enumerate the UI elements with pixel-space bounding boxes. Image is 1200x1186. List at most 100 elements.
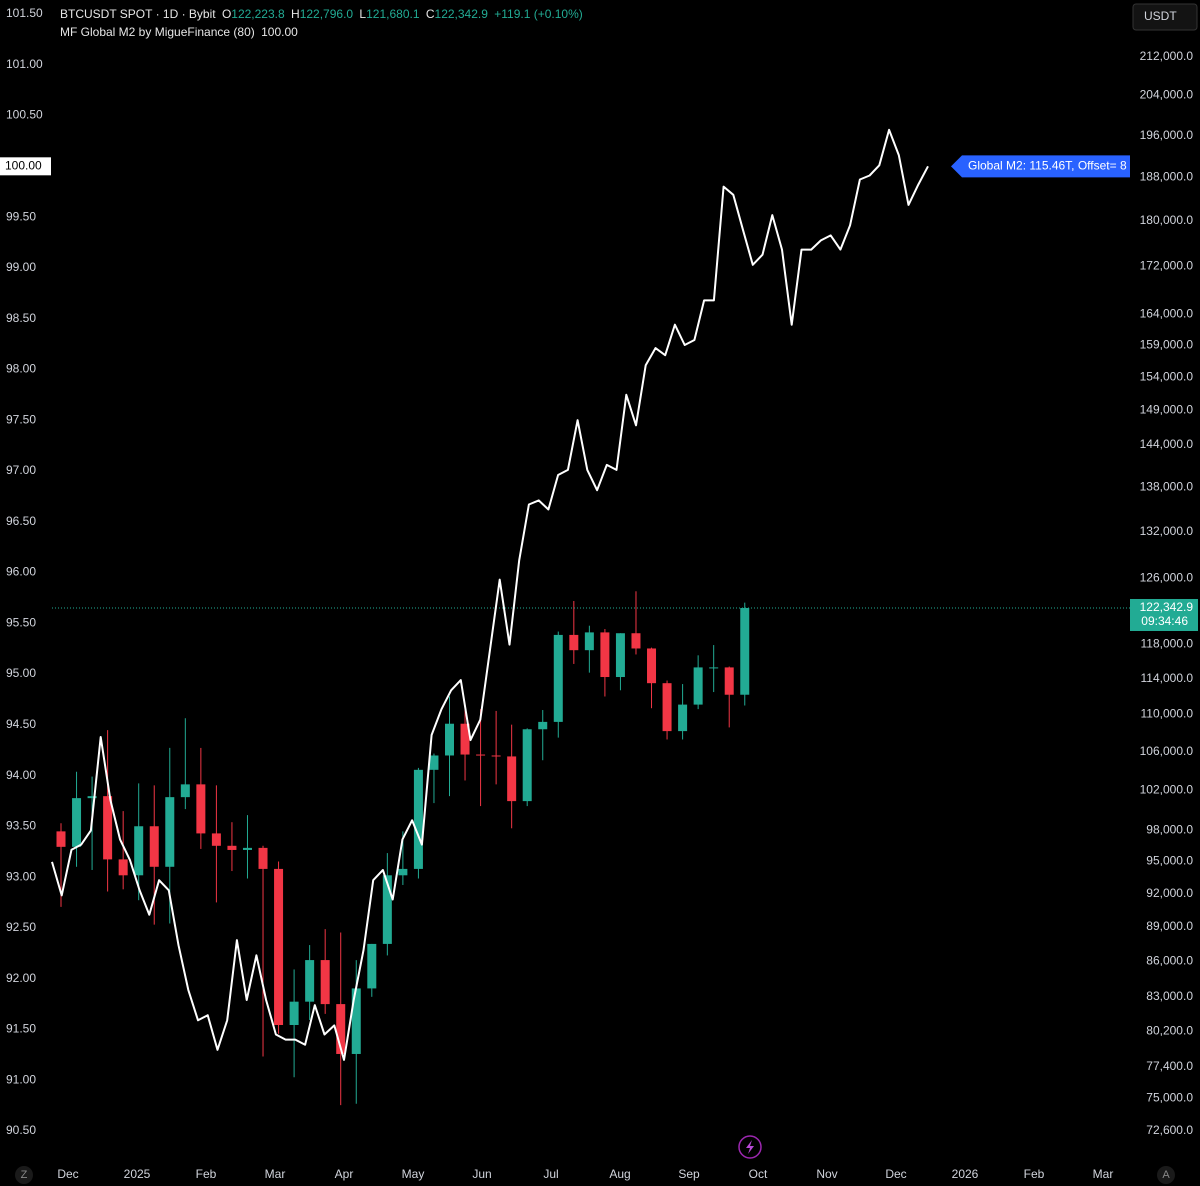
y2-tick-label: 188,000.0 [1140, 170, 1194, 184]
y2-tick-label: 80,200.0 [1146, 1023, 1193, 1037]
y2-tick-label: 72,600.0 [1146, 1123, 1193, 1137]
candle-body [351, 988, 361, 1054]
high: 122,796.0 [299, 7, 354, 21]
y-tick-label: 94.00 [6, 768, 36, 782]
candle-body [460, 723, 470, 755]
y-tick-label: 101.00 [6, 57, 43, 71]
x-tick-label: Nov [816, 1167, 837, 1181]
callout-box [951, 155, 1130, 178]
auto-button[interactable] [1157, 1166, 1175, 1184]
x-tick-label: Jun [472, 1167, 491, 1181]
candle-body [336, 1004, 346, 1054]
candle-body [165, 797, 175, 867]
y-tick-label: 101.50 [6, 6, 43, 20]
flash-icon[interactable] [738, 1135, 762, 1159]
candle-body [289, 1001, 299, 1025]
y2-tick-label: 114,000.0 [1141, 671, 1194, 685]
x-tick-label: 2025 [124, 1167, 151, 1181]
zoom-label[interactable]: Z [21, 1169, 28, 1181]
y2-tick-label: 196,000.0 [1140, 128, 1194, 142]
candle-body [258, 847, 268, 869]
change: +119.1 (+0.10%) [494, 7, 583, 21]
candle-body [429, 755, 439, 770]
candle-body [724, 667, 734, 695]
last-price-box [1130, 598, 1198, 631]
y2-tick-label: 118,000.0 [1141, 636, 1194, 650]
y-tick-label: 92.50 [6, 920, 36, 934]
candle-body [538, 721, 548, 730]
candle-body [569, 634, 579, 651]
y2-tick-label: 92,000.0 [1146, 886, 1193, 900]
y2-tick-label: 159,000.0 [1140, 338, 1194, 352]
y-tick-label: 99.50 [6, 209, 36, 223]
candle-body [149, 826, 159, 867]
candle-body [413, 769, 423, 869]
y2-tick-label: 106,000.0 [1140, 744, 1194, 758]
x-tick-label: Feb [1024, 1167, 1045, 1181]
open: 122,223.8 [231, 7, 285, 21]
open-key: O [221, 7, 232, 21]
candle-body [553, 634, 563, 722]
x-tick-label: May [402, 1167, 425, 1181]
countdown: 09:34:46 [1141, 614, 1188, 628]
x-tick-label: Oct [749, 1167, 768, 1181]
indicator-value: 100.00 [261, 25, 298, 39]
y-tick-label: 93.50 [6, 819, 36, 833]
candle-body [600, 632, 610, 678]
y-tick-label: 97.00 [6, 463, 36, 477]
y2-tick-label: 132,000.0 [1140, 524, 1194, 538]
y-tick-label: 92.00 [6, 971, 36, 985]
currency[interactable]: USDT [1144, 9, 1177, 23]
x-tick-label: Sep [678, 1167, 700, 1181]
candle-body [227, 845, 237, 850]
candle-body [382, 875, 392, 944]
y-tick-label: 94.50 [6, 717, 36, 731]
indicator-name: MF Global M2 by MigueFinance (80) [60, 25, 255, 39]
candle-body [72, 798, 82, 847]
x-tick-label: 2026 [952, 1167, 979, 1181]
last-price-label: 122,342.9 [1140, 600, 1194, 614]
auto-label[interactable]: A [1162, 1169, 1170, 1181]
indicator-line [51, 128, 929, 1061]
y2-tick-label: 164,000.0 [1140, 306, 1194, 320]
flash-glyph [746, 1140, 754, 1154]
candle-body [274, 868, 284, 1025]
y-tick-label: 90.50 [6, 1123, 36, 1137]
y2-tick-label: 98,000.0 [1146, 823, 1193, 837]
candle-body [305, 960, 315, 1002]
close-key: C [425, 7, 435, 21]
candle-body [709, 667, 719, 669]
x-tick-label: Aug [609, 1167, 630, 1181]
candle-body [740, 607, 750, 695]
y2-tick-label: 110,000.0 [1141, 707, 1194, 721]
candle-body [522, 729, 532, 802]
y-tick-label: 91.00 [6, 1072, 36, 1086]
y2-tick-label: 83,000.0 [1146, 989, 1193, 1003]
x-tick-label: Jul [543, 1167, 558, 1181]
y-tick-label: 95.00 [6, 666, 36, 680]
candle-body [87, 796, 97, 799]
candle-body [631, 633, 641, 649]
candle-body [196, 784, 206, 834]
zoom-button[interactable] [15, 1166, 33, 1184]
y2-tick-label: 204,000.0 [1140, 88, 1194, 102]
y2-tick-label: 149,000.0 [1140, 403, 1194, 417]
candle-body [367, 943, 377, 989]
y-tick-label: 99.00 [6, 260, 36, 274]
indicator-value-label: 100.00 [5, 158, 42, 172]
y2-tick-label: 102,000.0 [1140, 782, 1194, 796]
x-tick-label: Mar [265, 1167, 286, 1181]
candle-body [103, 796, 113, 860]
y2-tick-label: 144,000.0 [1140, 437, 1194, 451]
candle-body [584, 632, 594, 651]
candle-body [507, 756, 517, 802]
y-tick-label: 97.50 [6, 412, 36, 426]
candle-body [678, 704, 688, 732]
candle-body [662, 683, 672, 732]
candle-body [320, 960, 330, 1005]
currency-box[interactable] [1132, 3, 1198, 31]
x-tick-label: Dec [885, 1167, 906, 1181]
x-tick-label: Apr [335, 1167, 354, 1181]
